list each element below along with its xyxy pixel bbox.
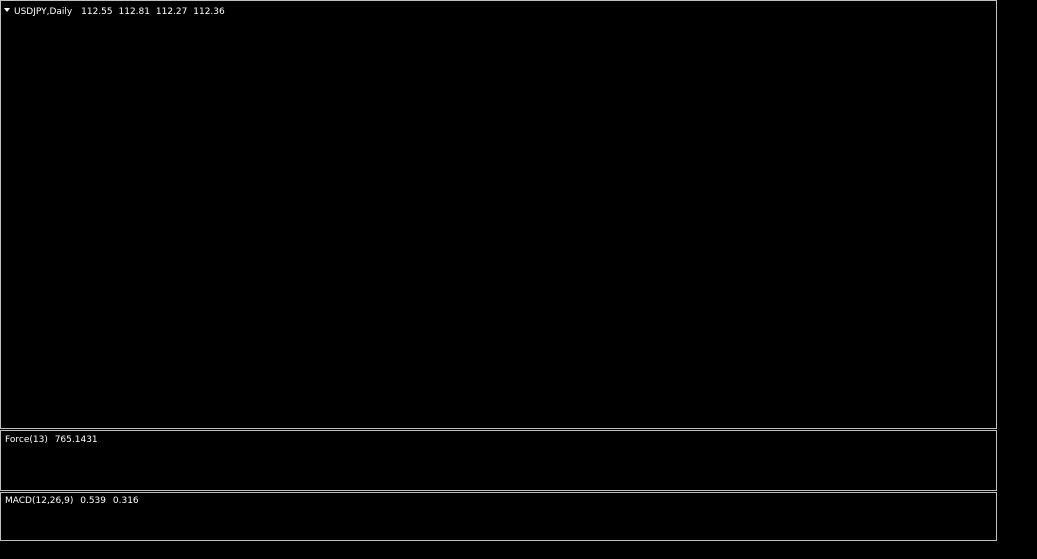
chart-header: USDJPY,Daily 112.55 112.81 112.27 112.36 — [14, 7, 225, 17]
force-header: Force(13) 765.1431 — [5, 435, 98, 445]
indicator-name: MACD(12,26,9) — [5, 496, 73, 506]
macd-header: MACD(12,26,9) 0.539 0.316 — [5, 496, 139, 506]
last-low: 112.27 — [156, 7, 188, 17]
indicator-name: Force(13) — [5, 435, 48, 445]
last-close: 112.36 — [193, 7, 225, 17]
macd-value: 0.539 — [80, 496, 106, 506]
last-high: 112.81 — [119, 7, 151, 17]
macd-panel-frame — [0, 492, 997, 541]
symbol-title: USDJPY,Daily — [14, 7, 73, 17]
main-panel-frame — [0, 0, 997, 429]
indicator-value: 765.1431 — [55, 435, 98, 445]
force-panel-frame — [0, 430, 997, 491]
last-open: 112.55 — [81, 7, 113, 17]
menu-arrow[interactable] — [4, 8, 10, 12]
signal-value: 0.316 — [113, 496, 139, 506]
